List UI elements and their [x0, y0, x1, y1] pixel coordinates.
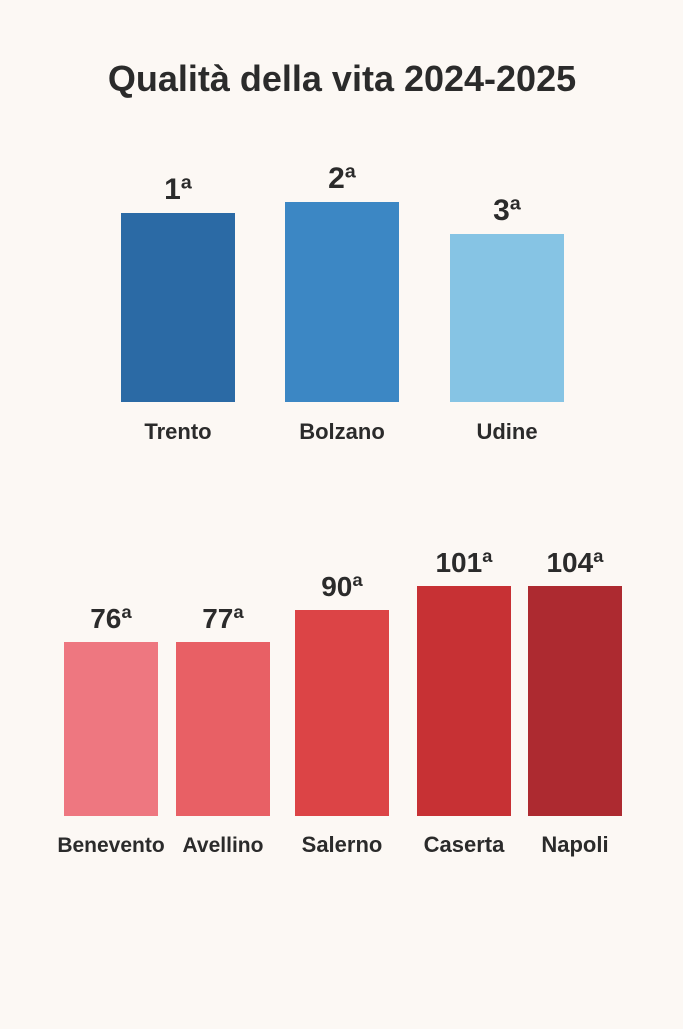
bar-trento — [121, 213, 235, 402]
category-label-udine: Udine — [476, 419, 537, 444]
value-label-trento: 1ª — [164, 173, 193, 206]
value-label-caserta: 101ª — [435, 547, 493, 578]
category-label-benevento: Benevento — [57, 834, 164, 857]
bottom-bar-group: 76ª Benevento 77ª Avellino 90ª Salerno 101ª Cas… — [57, 547, 622, 857]
category-label-bolzano: Bolzano — [299, 419, 385, 444]
value-label-salerno: 90ª — [321, 571, 363, 602]
category-label-trento: Trento — [144, 419, 211, 444]
chart-title: Qualità della vita 2024-2025 — [108, 58, 576, 99]
category-label-napoli: Napoli — [541, 832, 608, 857]
bar-bolzano — [285, 202, 399, 402]
bar-caserta — [417, 586, 511, 816]
top-bar-group: 1ª Trento 2ª Bolzano 3ª Udine — [121, 162, 564, 444]
category-label-salerno: Salerno — [302, 832, 383, 857]
bar-avellino — [176, 642, 270, 816]
value-label-benevento: 76ª — [90, 603, 132, 634]
value-label-udine: 3ª — [493, 194, 522, 227]
bar-salerno — [295, 610, 389, 816]
bar-benevento — [64, 642, 158, 816]
value-label-napoli: 104ª — [546, 547, 604, 578]
category-label-caserta: Caserta — [424, 832, 505, 857]
category-label-avellino: Avellino — [183, 834, 264, 857]
value-label-avellino: 77ª — [202, 603, 244, 634]
bar-napoli — [528, 586, 622, 816]
value-label-bolzano: 2ª — [328, 162, 357, 195]
bar-udine — [450, 234, 564, 402]
